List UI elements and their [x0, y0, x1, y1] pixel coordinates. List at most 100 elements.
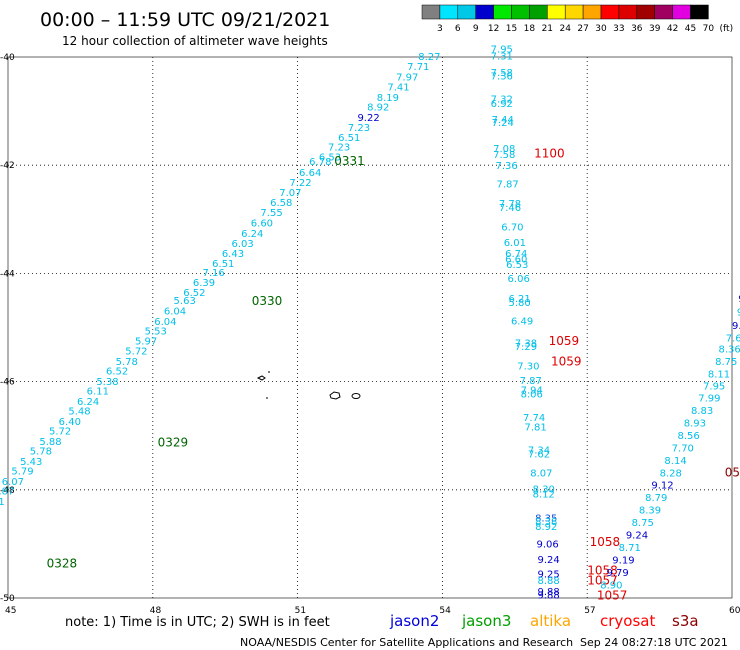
lat-label: -44 [0, 269, 15, 279]
swh-value: 9. [732, 321, 740, 332]
scale-label: 42 [667, 24, 678, 34]
scale-swatch [636, 4, 655, 20]
legend-jason3: jason3 [461, 612, 511, 630]
swh-value: 6.04 [164, 307, 186, 318]
scale-label: 70 [703, 24, 715, 34]
plot-frame [7, 56, 733, 599]
swh-value: 7.36 [491, 72, 513, 83]
swh-value: 8.12 [533, 489, 555, 500]
time-label: 1058 [590, 535, 621, 549]
swh-value: 8.92 [535, 522, 557, 533]
swh-value: 9.25 [537, 569, 559, 580]
color-scale-legend: 3 6 9 12 15 18 21 24 27 30 33 36 39 42 45 70 (ft) [421, 4, 734, 34]
swh-value: 8.92 [367, 103, 389, 114]
swh-value: 6.40 [59, 417, 81, 428]
time-label: 0328 [47, 557, 78, 571]
swh-value: 6.24 [241, 229, 263, 240]
legend-s3a: s3a [672, 612, 699, 630]
scale-label: 30 [595, 24, 607, 34]
swh-value: 7.94 [521, 386, 543, 397]
scale-label: 21 [542, 24, 553, 34]
swh-value: 6.58 [270, 198, 292, 209]
scale-swatch [690, 4, 709, 20]
scale-label: 24 [559, 24, 571, 34]
lon-label: 57 [584, 606, 595, 616]
swh-value: 7.30 [517, 362, 539, 373]
footer-note: note: 1) Time is in UTC; 2) SWH is in fe… [65, 615, 330, 630]
scale-label: 39 [649, 24, 661, 34]
swh-value: 8.75 [715, 357, 737, 368]
island-shape [351, 393, 361, 399]
swh-value: 6.52 [183, 288, 205, 299]
time-label: 0527 [725, 465, 740, 479]
lon-label: 54 [439, 606, 451, 616]
time-label: 1057 [587, 573, 618, 587]
lon-label: 51 [295, 606, 306, 616]
swh-value: 6.53 [319, 152, 341, 163]
map-title: 00:00 – 11:59 UTC 09/21/2021 [40, 9, 330, 31]
swh-value: 8.35 [535, 514, 557, 525]
swh-value: 6.43 [222, 249, 244, 260]
scale-swatch [654, 4, 673, 20]
swh-value: 8.93 [684, 419, 706, 430]
scale-swatch [511, 4, 530, 20]
swh-value: 8.06 [521, 389, 543, 400]
swh-value: 7.74 [523, 413, 545, 424]
swh-value: 8.83 [691, 406, 713, 417]
swh-value: 6.51 [338, 133, 360, 144]
track-s3a-track: 999.7.68.368.758.117.957.998.838.938.567… [600, 294, 740, 591]
swh-value: 7.95 [703, 382, 725, 393]
swh-value: 6.92 [491, 99, 513, 110]
scale-label: (ft) [720, 24, 734, 34]
scale-label: 3 [437, 24, 443, 34]
scale-swatch [582, 4, 602, 20]
scale-label: 6 [455, 24, 461, 34]
swh-value: 7.99 [698, 394, 720, 405]
swh-value: 7.22 [289, 178, 311, 189]
satellite-legend: jason2 jason3 altika cryosat s3a [389, 612, 699, 630]
scale-label: 33 [613, 24, 624, 34]
swh-value: 8.56 [677, 431, 699, 442]
swh-value: 5.88 [39, 437, 61, 448]
legend-jason2: jason2 [389, 612, 439, 630]
swh-value: 7.55 [260, 208, 282, 219]
swh-value: 7.36 [495, 161, 517, 172]
scale-swatch [493, 4, 512, 20]
lon-label: 48 [150, 606, 162, 616]
swh-value: 8.30 [533, 485, 555, 496]
swh-value: 7.41 [387, 83, 409, 94]
swh-value: 8.88 [537, 576, 559, 587]
swh-value: 9.06 [537, 540, 559, 551]
scale-swatch [457, 4, 476, 20]
swh-value: 5.97 [135, 336, 157, 347]
swh-value: 6.04 [154, 317, 176, 328]
lat-label: -46 [0, 378, 15, 388]
swh-value: 8.11 [708, 369, 730, 380]
scale-swatch [564, 4, 584, 20]
graticule [8, 57, 732, 598]
swh-value: 8.19 [377, 93, 399, 104]
swh-value: 6.64 [299, 168, 321, 179]
scale-swatch [475, 4, 494, 20]
scale-label: 9 [473, 24, 479, 34]
time-label: 0331 [334, 154, 365, 168]
swh-value: 7.58 [493, 150, 515, 161]
swh-value: 5.72 [125, 347, 147, 358]
swh-value: 7.58 [491, 68, 513, 79]
swh-value: 5.72 [49, 427, 71, 438]
swh-value: 7.97 [396, 72, 418, 83]
swh-value: 8.79 [645, 493, 667, 504]
swh-value: 6.06 [508, 274, 530, 285]
legend-altika: altika [530, 612, 571, 630]
swh-value: 9.24 [626, 530, 648, 541]
swh-value: 6.70 [501, 223, 523, 234]
swh-value: 7.07 [279, 188, 301, 199]
lon-label: 45 [5, 606, 16, 616]
swh-value: 6.74 [505, 249, 527, 260]
footer-timestamp: Sep 24 08:27:18 UTC 2021 [580, 636, 728, 649]
swh-value: 5.63 [174, 296, 196, 307]
track-cryosat-track: 7.957.317.587.367.326.927.447.247.087.58… [491, 45, 628, 603]
lon-label: 60 [729, 606, 740, 616]
swh-value: 6.11 [87, 387, 109, 398]
